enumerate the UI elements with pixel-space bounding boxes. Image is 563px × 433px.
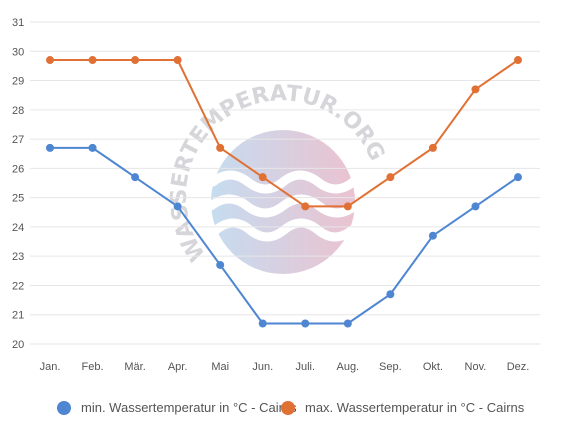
data-point bbox=[514, 173, 522, 182]
data-point bbox=[301, 202, 310, 211]
legend-marker-icon bbox=[281, 401, 295, 415]
y-tick-label: 28 bbox=[12, 105, 24, 117]
data-point bbox=[88, 56, 97, 65]
data-point bbox=[471, 202, 480, 211]
data-point bbox=[386, 290, 395, 299]
data-point bbox=[258, 319, 267, 328]
y-tick-label: 29 bbox=[12, 76, 24, 88]
y-tick-label: 31 bbox=[12, 17, 24, 29]
x-tick-label: Okt. bbox=[423, 361, 443, 373]
data-point bbox=[386, 173, 395, 182]
data-point bbox=[301, 319, 310, 328]
data-point bbox=[216, 260, 225, 269]
x-tick-label: Mär. bbox=[124, 361, 145, 373]
y-tick-label: 20 bbox=[12, 339, 24, 351]
data-point bbox=[46, 56, 54, 65]
y-tick-label: 30 bbox=[12, 46, 24, 58]
data-point bbox=[88, 143, 97, 152]
data-point bbox=[428, 231, 437, 240]
watermark-wave-icon bbox=[208, 170, 358, 194]
series-line bbox=[50, 146, 519, 325]
legend-marker-icon bbox=[57, 401, 71, 415]
data-point bbox=[514, 56, 522, 65]
y-tick-label: 23 bbox=[12, 251, 24, 263]
x-tick-label: Apr. bbox=[168, 361, 188, 373]
data-point bbox=[173, 202, 182, 211]
x-tick-label: Sep. bbox=[379, 361, 402, 373]
series-2 bbox=[46, 56, 522, 211]
y-tick-label: 27 bbox=[12, 134, 24, 146]
x-tick-label: Dez. bbox=[507, 361, 530, 373]
series-line bbox=[50, 59, 519, 208]
x-tick-label: Jun. bbox=[252, 361, 273, 373]
y-tick-label: 22 bbox=[12, 280, 24, 292]
x-tick-label: Mai bbox=[211, 361, 229, 373]
data-point bbox=[131, 173, 140, 182]
y-tick-label: 24 bbox=[12, 222, 24, 234]
x-tick-label: Jan. bbox=[40, 361, 61, 373]
data-point bbox=[46, 143, 54, 152]
watermark-wave-icon bbox=[211, 218, 357, 242]
watermark-wave-icon bbox=[206, 194, 360, 218]
x-tick-label: Feb. bbox=[82, 361, 104, 373]
data-point bbox=[428, 143, 437, 152]
data-point bbox=[258, 173, 267, 182]
data-point bbox=[343, 202, 352, 211]
y-tick-label: 26 bbox=[12, 163, 24, 175]
y-tick-label: 25 bbox=[12, 193, 24, 205]
data-point bbox=[173, 56, 182, 65]
data-point bbox=[471, 85, 480, 94]
x-tick-label: Aug. bbox=[336, 361, 359, 373]
data-point bbox=[216, 143, 225, 152]
x-tick-label: Nov. bbox=[465, 361, 487, 373]
data-point bbox=[343, 319, 352, 328]
y-tick-label: 21 bbox=[12, 310, 24, 322]
x-tick-label: Juli. bbox=[295, 361, 315, 373]
data-point bbox=[131, 56, 140, 65]
legend-label: max. Wassertemperatur in °C - Cairns bbox=[305, 400, 525, 415]
series-1 bbox=[46, 143, 522, 328]
legend-label: min. Wassertemperatur in °C - Cairns bbox=[81, 400, 297, 415]
